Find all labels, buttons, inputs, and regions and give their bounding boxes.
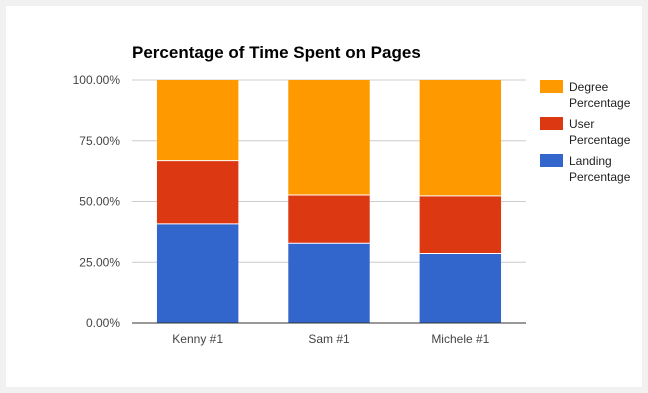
y-tick-label: 25.00% <box>79 255 120 269</box>
bar-segment <box>156 160 239 224</box>
bar-segment <box>288 194 370 244</box>
chart-svg: Percentage of Time Spent on Pages 0.00% 2… <box>73 43 631 346</box>
chart-title: Percentage of Time Spent on Pages <box>132 43 421 62</box>
x-tick-label: Kenny #1 <box>172 332 223 346</box>
legend-swatch <box>540 80 563 93</box>
legend: Degree Percentage User Percentage Landing Per… <box>540 80 631 184</box>
bar-segment <box>288 243 370 323</box>
bar-segment <box>156 80 239 161</box>
bar-segment <box>419 80 502 196</box>
y-tick-label: 0.00% <box>86 316 120 330</box>
bars <box>156 80 502 323</box>
bar-segment <box>288 80 370 195</box>
legend-label: Degree <box>569 80 609 94</box>
legend-label: Landing <box>569 154 612 168</box>
bar-segment <box>419 195 502 254</box>
legend-swatch <box>540 154 563 167</box>
legend-label: Percentage <box>569 96 631 110</box>
bar-segment <box>156 223 239 323</box>
legend-label: Percentage <box>569 133 631 147</box>
y-axis-ticks: 0.00% 25.00% 50.00% 75.00% 100.00% <box>73 73 121 330</box>
bar-segment <box>419 253 502 323</box>
chart-card: Percentage of Time Spent on Pages 0.00% 2… <box>6 6 642 387</box>
y-tick-label: 50.00% <box>79 195 120 209</box>
y-tick-label: 100.00% <box>73 73 121 87</box>
x-axis-ticks: Kenny #1 Sam #1 Michele #1 <box>172 332 489 346</box>
x-tick-label: Michele #1 <box>431 332 489 346</box>
legend-label: Percentage <box>569 170 631 184</box>
legend-swatch <box>540 117 563 130</box>
y-tick-label: 75.00% <box>79 134 120 148</box>
x-tick-label: Sam #1 <box>308 332 350 346</box>
legend-label: User <box>569 117 594 131</box>
